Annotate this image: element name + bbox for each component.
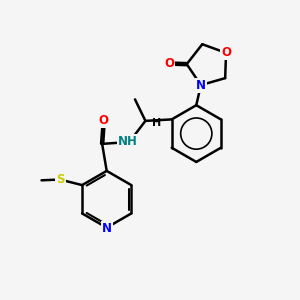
Text: N: N: [196, 79, 206, 92]
Text: NH: NH: [118, 135, 138, 148]
Text: N: N: [102, 222, 112, 235]
Text: O: O: [164, 57, 174, 70]
Text: O: O: [99, 114, 109, 127]
Text: O: O: [221, 46, 231, 59]
Text: S: S: [56, 173, 65, 186]
Text: H: H: [152, 118, 161, 128]
